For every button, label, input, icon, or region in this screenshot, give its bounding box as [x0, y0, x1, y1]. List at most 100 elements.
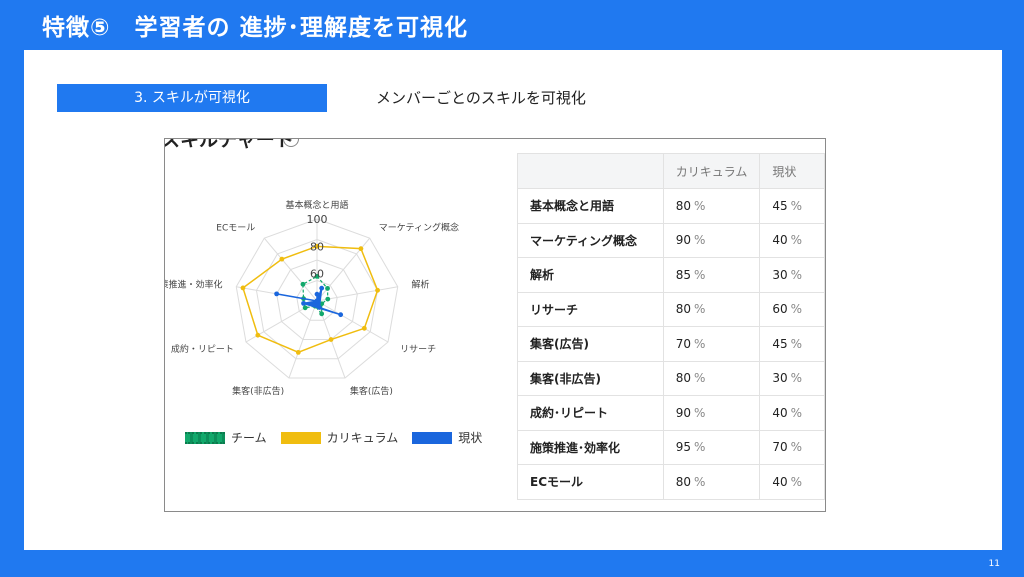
percent-unit: % [790, 405, 803, 420]
series-0-point[interactable] [300, 281, 306, 287]
curriculum-number: 80 [675, 302, 691, 317]
tick-label: 100 [307, 213, 328, 226]
percent-unit: % [693, 440, 706, 455]
series-1-point[interactable] [314, 243, 320, 249]
legend-swatch-curriculum [280, 431, 321, 444]
row-current-value: 45% [759, 188, 825, 224]
series-0-area [302, 275, 329, 316]
row-current-value: 30% [759, 360, 825, 396]
legend-item-team[interactable]: チーム [185, 429, 267, 446]
series-1-point[interactable] [358, 246, 364, 252]
percent-unit: % [790, 198, 803, 213]
grid-ring [276, 259, 358, 341]
row-curriculum-value: 80% [662, 360, 761, 396]
row-current-value: 40% [759, 222, 825, 258]
row-skill-name: 基本概念と用語 [517, 188, 664, 224]
row-current-value: 40% [759, 395, 825, 431]
current-number: 45 [772, 336, 788, 351]
row-curriculum-value: 80% [662, 291, 761, 327]
current-number: 60 [772, 302, 788, 317]
series-2-point[interactable] [274, 291, 280, 297]
series-2-point[interactable] [316, 305, 322, 310]
percent-unit: % [693, 233, 706, 248]
page-number: 11 [988, 559, 1000, 569]
series-2-point[interactable] [338, 312, 344, 318]
current-number: 30 [772, 371, 788, 386]
category-label: 解析 [412, 278, 430, 290]
series-0-point[interactable] [302, 305, 308, 311]
percent-unit: % [790, 474, 803, 489]
curriculum-number: 90 [675, 405, 691, 420]
legend-item-curriculum[interactable]: カリキュラム [280, 429, 399, 446]
row-curriculum-value: 80% [662, 464, 761, 500]
series-2-point[interactable] [314, 298, 320, 304]
grid-spoke [263, 237, 318, 302]
row-skill-name: マーケティング概念 [517, 222, 664, 258]
current-number: 40 [772, 233, 788, 248]
series-0-point[interactable] [319, 311, 325, 317]
series-1-point[interactable] [255, 332, 261, 338]
series-2-point[interactable] [319, 285, 325, 291]
curriculum-number: 80 [675, 198, 691, 213]
row-skill-name: 施策推進･効率化 [517, 429, 664, 465]
row-current-value: 40% [759, 464, 825, 500]
series-2-point[interactable] [301, 300, 306, 306]
series-1-point[interactable] [328, 337, 334, 342]
row-skill-name: 集客(広告) [517, 326, 664, 362]
current-number: 30 [772, 267, 788, 282]
percent-unit: % [790, 302, 803, 317]
row-current-value: 30% [759, 257, 825, 293]
content-panel: 3. スキルが可視化 メンバーごとのスキルを可視化 スキルチャート i 60 80… [24, 50, 1002, 550]
legend-label-team: チーム [231, 431, 267, 445]
row-curriculum-value: 95% [662, 429, 761, 465]
series-0-point[interactable] [314, 274, 320, 279]
legend-item-current[interactable]: 現状 [412, 429, 482, 446]
curriculum-number: 70 [675, 336, 691, 351]
category-label: 集客(広告) [350, 385, 393, 397]
row-current-value: 70% [759, 429, 825, 465]
percent-unit: % [693, 267, 706, 282]
series-0-point[interactable] [325, 286, 330, 291]
percent-unit: % [790, 267, 803, 282]
table-row: ECモール 80% 40% [517, 464, 825, 500]
row-skill-name: リサーチ [517, 291, 664, 327]
series-1-point[interactable] [240, 285, 246, 291]
skill-chart-screenshot: スキルチャート i 60 80 100 基本概念と用語 マーケティング概念 解析 リサーチ集… [164, 138, 826, 512]
row-curriculum-value: 70% [662, 326, 761, 362]
row-current-value: 60% [759, 291, 825, 327]
legend-label-curriculum: カリキュラム [326, 431, 399, 445]
current-number: 45 [772, 198, 788, 213]
percent-unit: % [790, 440, 803, 455]
row-skill-name: ECモール [517, 464, 664, 500]
legend-swatch-team [185, 431, 225, 444]
table-row: 基本概念と用語 80% 45% [517, 188, 825, 224]
series-1-point[interactable] [375, 287, 380, 293]
series-1-point[interactable] [361, 325, 367, 331]
curriculum-number: 85 [675, 267, 691, 282]
table-header-empty [517, 153, 664, 189]
category-label: ECモール [216, 223, 255, 233]
tick-label: 80 [310, 240, 324, 253]
table-row: 施策推進･効率化 95% 70% [517, 429, 825, 465]
category-label: 施策推進・効率化 [165, 278, 222, 290]
percent-unit: % [790, 371, 803, 386]
series-2-point[interactable] [314, 291, 320, 297]
table-row: マーケティング概念 90% 40% [517, 222, 825, 258]
row-current-value: 45% [759, 326, 825, 362]
section-description: メンバーごとのスキルを可視化 [376, 89, 586, 107]
series-1-point[interactable] [279, 256, 285, 262]
series-2-area [276, 287, 341, 316]
grid-ring [235, 218, 399, 379]
percent-unit: % [693, 198, 706, 213]
curriculum-number: 95 [675, 440, 691, 455]
percent-unit: % [693, 302, 706, 317]
series-1-point[interactable] [295, 349, 301, 355]
percent-unit: % [790, 233, 803, 248]
category-label: 基本概念と用語 [285, 199, 348, 211]
legend-swatch-current [412, 431, 453, 444]
series-0-point[interactable] [325, 296, 331, 302]
percent-unit: % [693, 474, 706, 489]
table-header-curriculum: カリキュラム [662, 153, 761, 189]
tick-label: 60 [310, 268, 324, 281]
table-row: 成約･リピート 90% 40% [517, 395, 825, 431]
